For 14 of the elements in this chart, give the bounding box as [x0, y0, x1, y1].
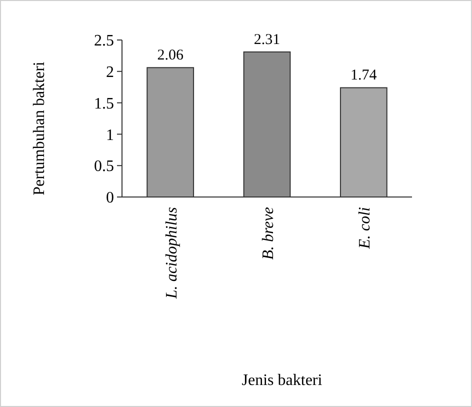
- y-axis-title: Pertumbuhan bakteri: [31, 61, 48, 196]
- y-tick-label: 0: [106, 190, 114, 207]
- x-tick-label: E. coli: [356, 207, 374, 250]
- y-tick-label: 0.5: [94, 158, 114, 176]
- y-tick-label: 1.5: [94, 95, 114, 112]
- x-tick-label: L. acidophilus: [163, 207, 180, 300]
- x-axis-title: Jenis bakteri: [242, 372, 323, 389]
- y-tick-label: 2: [106, 64, 114, 81]
- y-tick-label: 2.5: [94, 32, 114, 50]
- x-tick-label: B. breve: [260, 207, 277, 260]
- data-label: 1.74: [350, 68, 378, 84]
- data-label: 2.06: [157, 48, 184, 64]
- data-label: 2.31: [254, 32, 280, 48]
- y-tick-label: 1: [106, 126, 114, 144]
